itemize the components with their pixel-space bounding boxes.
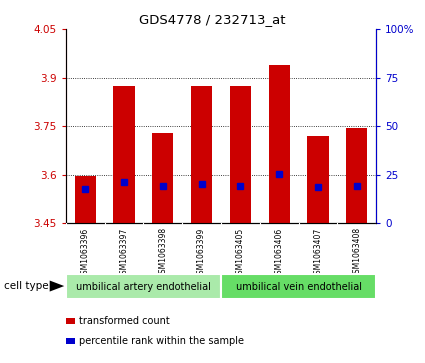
Bar	[221, 274, 376, 299]
Bar	[113, 86, 135, 223]
Text: transformed count: transformed count	[79, 316, 170, 326]
Text: GSM1063407: GSM1063407	[314, 227, 323, 278]
Text: GDS4778 / 232713_at: GDS4778 / 232713_at	[139, 13, 286, 26]
Bar	[152, 132, 173, 223]
Text: GSM1063399: GSM1063399	[197, 227, 206, 278]
Bar	[75, 176, 96, 223]
Bar	[66, 274, 221, 299]
Bar	[269, 65, 290, 223]
Text: GSM1063396: GSM1063396	[81, 227, 90, 278]
Text: umbilical vein endothelial: umbilical vein endothelial	[235, 282, 362, 292]
Text: GSM1063406: GSM1063406	[275, 227, 283, 278]
Text: umbilical artery endothelial: umbilical artery endothelial	[76, 282, 211, 292]
Text: GSM1063397: GSM1063397	[119, 227, 128, 278]
Bar	[230, 86, 251, 223]
Text: GSM1063408: GSM1063408	[352, 227, 361, 278]
Text: GSM1063398: GSM1063398	[159, 227, 167, 278]
Bar	[307, 136, 329, 223]
Text: percentile rank within the sample: percentile rank within the sample	[79, 336, 244, 346]
Polygon shape	[50, 281, 64, 291]
Text: cell type: cell type	[4, 281, 49, 291]
Bar	[191, 86, 212, 223]
Text: GSM1063405: GSM1063405	[236, 227, 245, 278]
Bar	[346, 128, 367, 223]
